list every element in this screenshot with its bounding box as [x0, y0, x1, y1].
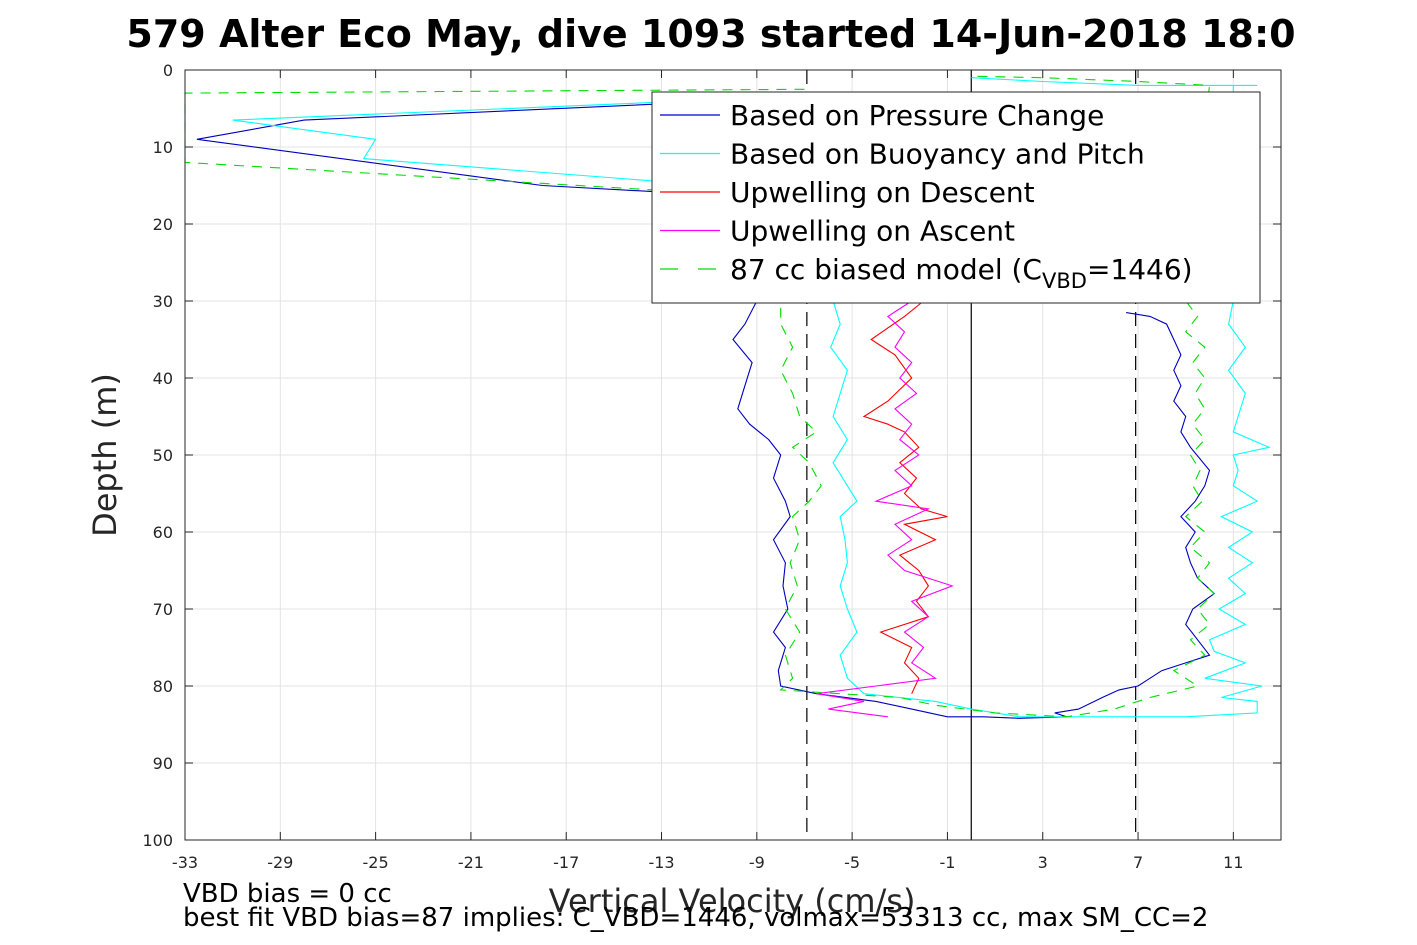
y-tick-label: 20	[153, 215, 173, 234]
y-tick-label: 30	[153, 292, 173, 311]
y-tick-label: 40	[153, 369, 173, 388]
x-tick-label: -9	[749, 853, 765, 872]
series-line-3	[816, 300, 954, 718]
series-layer	[184, 75, 1271, 719]
legend-entry-0: Based on Pressure Change	[730, 99, 1104, 132]
legend: Based on Pressure Change Based on Buoyanc…	[651, 91, 1261, 304]
series-line-1	[232, 77, 1271, 718]
legend-entry-2: Upwelling on Descent	[730, 176, 1035, 209]
x-tick-label: 7	[1133, 853, 1143, 872]
vbd-bias-note: VBD bias = 0 cc	[183, 879, 392, 909]
y-tick-label: 100	[142, 831, 173, 850]
x-axis-label: Vertical Velocity (cm/s)	[549, 882, 916, 920]
best-fit-note: best fit VBD bias=87 implies: C_VBD=1446…	[183, 903, 1208, 933]
y-axis-ticks: 0 10 20 30 40 50 60 70 80 90 100	[142, 61, 1281, 850]
y-tick-label: 80	[153, 677, 173, 696]
y-tick-label: 90	[153, 754, 173, 773]
x-tick-label: -1	[939, 853, 955, 872]
series-line-4	[184, 75, 1216, 718]
y-tick-label: 0	[163, 61, 173, 80]
y-tick-label: 60	[153, 523, 173, 542]
y-tick-label: 50	[153, 446, 173, 465]
legend-box	[651, 91, 1261, 304]
x-tick-label: -33	[172, 853, 198, 872]
x-tick-label: 3	[1038, 853, 1048, 872]
x-tick-label: -17	[553, 853, 579, 872]
legend-entry-1: Based on Buoyancy and Pitch	[730, 138, 1145, 171]
series-line-2	[862, 300, 948, 694]
chart-title: 579 Alter Eco May, dive 1093 started 14-…	[126, 12, 1295, 56]
x-tick-label: -5	[844, 853, 860, 872]
y-tick-label: 70	[153, 600, 173, 619]
legend-entry-3: Upwelling on Ascent	[730, 215, 1015, 248]
y-tick-label: 10	[153, 138, 173, 157]
legend-entry-4: 87 cc biased model (CVBD=1446)	[730, 253, 1193, 293]
x-tick-label: -21	[458, 853, 484, 872]
x-tick-label: -13	[648, 853, 674, 872]
x-tick-label: 11	[1223, 853, 1243, 872]
x-tick-label: -25	[363, 853, 389, 872]
x-tick-label: -29	[267, 853, 293, 872]
y-axis-label: Depth (m)	[86, 373, 124, 537]
x-axis-ticks: -33 -29 -25 -21 -17 -13 -9 -5 -1 3 7 11	[172, 70, 1244, 872]
